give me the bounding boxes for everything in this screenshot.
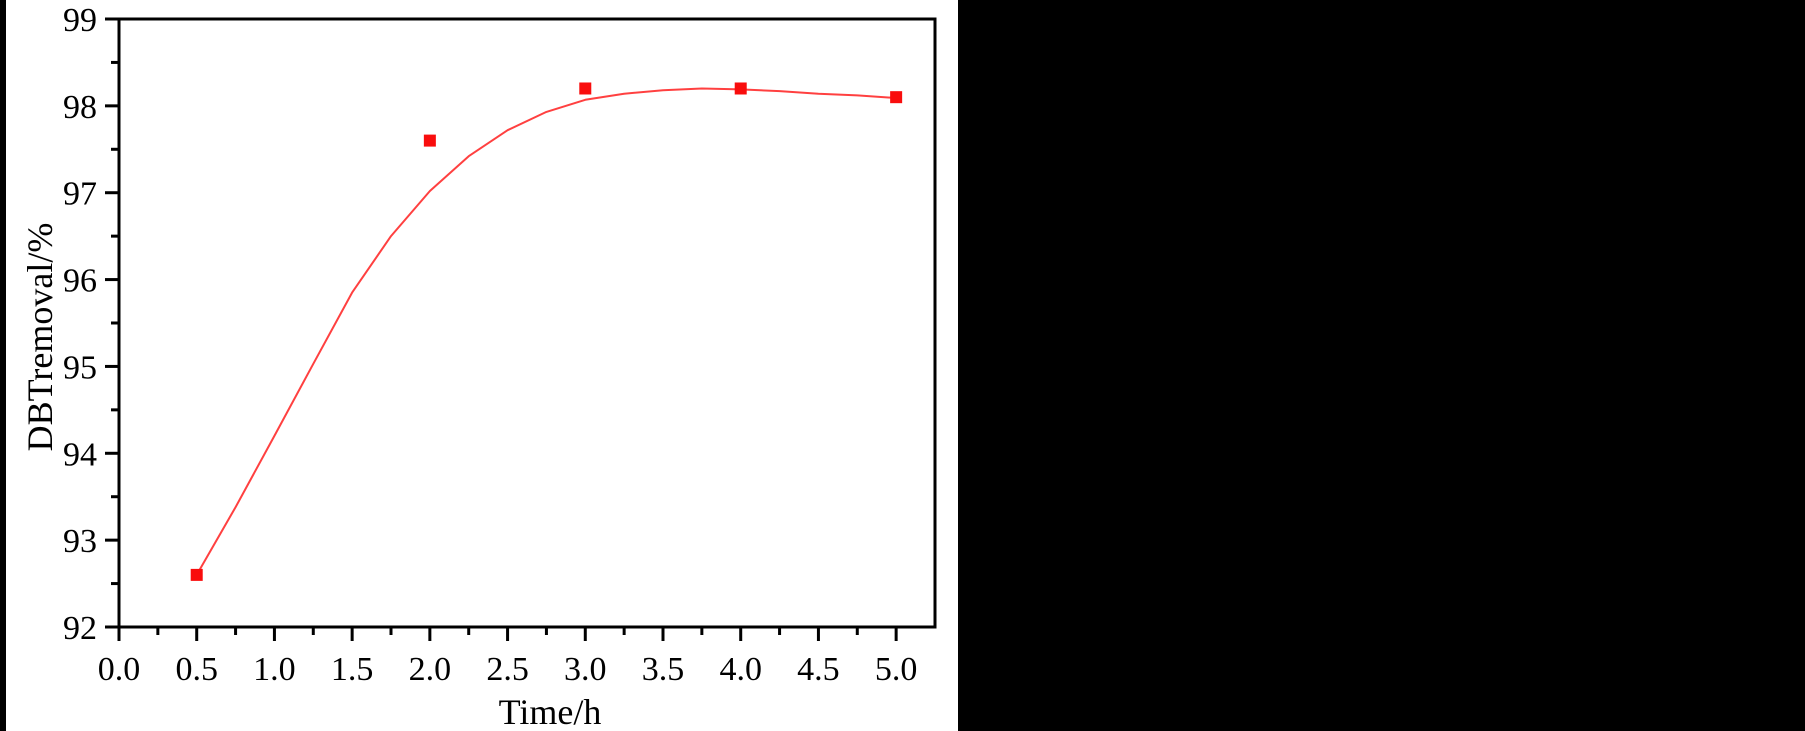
x-tick-label: 1.0 bbox=[253, 651, 296, 688]
data-point-marker bbox=[423, 134, 436, 147]
data-point-marker bbox=[579, 82, 592, 95]
y-tick-label: 92 bbox=[63, 610, 97, 647]
y-tick-label: 97 bbox=[63, 176, 97, 213]
y-tick-label: 96 bbox=[63, 263, 97, 300]
left-black-bar bbox=[0, 0, 6, 731]
plot-frame bbox=[117, 17, 937, 629]
x-tick-label: 4.0 bbox=[719, 651, 762, 688]
data-point-marker bbox=[190, 568, 203, 581]
x-axis-title: Time/h bbox=[499, 692, 602, 731]
x-tick-label: 1.5 bbox=[331, 651, 374, 688]
y-tick-label: 93 bbox=[63, 523, 97, 560]
y-tick-label: 99 bbox=[63, 2, 97, 39]
dbt-removal-chart: 0.0 0.5 1.0 1.5 2.0 2.5 3.0 3.5 4.0 4.5 5.0 92 93 94 9… bbox=[20, 2, 937, 731]
x-tick-label: 5.0 bbox=[875, 651, 918, 688]
y-tick-label: 94 bbox=[63, 436, 97, 473]
y-axis-title: DBTremoval/% bbox=[20, 223, 60, 452]
x-tick-label: 2.5 bbox=[486, 651, 529, 688]
y-tick-label: 95 bbox=[63, 349, 97, 386]
x-tick-label: 3.0 bbox=[564, 651, 607, 688]
data-point-marker bbox=[890, 91, 903, 104]
fit-line bbox=[195, 87, 898, 576]
y-tick-label: 98 bbox=[63, 89, 97, 126]
x-tick-label: 4.5 bbox=[797, 651, 840, 688]
x-tick-label: 0.5 bbox=[175, 651, 218, 688]
right-black-panel bbox=[958, 0, 1805, 731]
x-tick-label: 0.0 bbox=[98, 651, 141, 688]
x-tick-label: 3.5 bbox=[642, 651, 685, 688]
x-tick-label: 2.0 bbox=[409, 651, 452, 688]
plot-area: 0.0 0.5 1.0 1.5 2.0 2.5 3.0 3.5 4.0 4.5 5.0 92 93 94 9… bbox=[63, 2, 937, 688]
data-point-marker bbox=[734, 82, 747, 95]
